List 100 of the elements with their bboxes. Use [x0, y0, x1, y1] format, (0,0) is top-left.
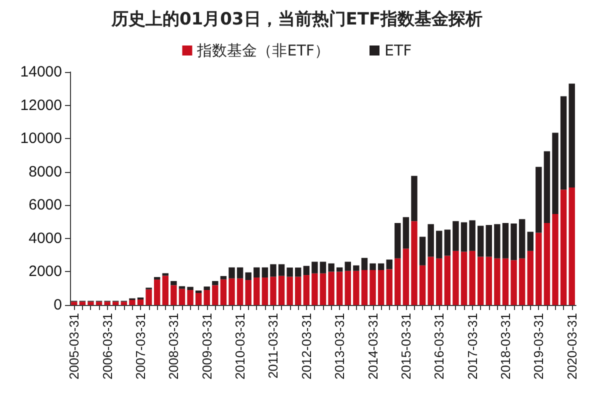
bar — [195, 293, 202, 305]
bar — [204, 290, 210, 305]
bar — [254, 267, 260, 278]
x-tick-label: 2015-03-31 — [398, 313, 414, 380]
y-tick-label: 2000 — [28, 263, 62, 280]
x-tick-label: 2009-03-31 — [199, 313, 214, 380]
bar — [286, 276, 293, 305]
y-tick-label: 12000 — [20, 96, 62, 114]
bar — [361, 258, 368, 270]
x-tick-label: 2019-03-31 — [531, 313, 546, 380]
bar — [502, 222, 509, 258]
bar — [295, 268, 302, 277]
bar — [494, 224, 500, 258]
bar — [486, 224, 492, 257]
bar — [187, 286, 194, 290]
bar — [320, 273, 326, 305]
bar — [270, 264, 276, 277]
bar — [162, 273, 169, 276]
bar — [112, 302, 119, 305]
bar — [220, 279, 227, 305]
x-tick-label: 2005-03-31 — [66, 313, 82, 380]
bar — [71, 302, 78, 305]
bar — [204, 286, 210, 290]
bar — [436, 258, 442, 305]
bar — [170, 281, 177, 286]
x-tick-label: 2018-03-31 — [498, 313, 513, 380]
bar — [386, 269, 392, 305]
x-tick-label: 2008-03-31 — [166, 313, 182, 380]
legend-label: ETF — [384, 42, 412, 60]
y-tick-label: 10000 — [20, 130, 62, 148]
bar — [146, 289, 152, 305]
bar — [402, 248, 410, 305]
bar — [428, 224, 434, 257]
bar — [536, 166, 542, 233]
y-tick-label: 0 — [54, 296, 62, 314]
x-tick-label: 2010-03-31 — [232, 313, 248, 380]
bar — [411, 176, 418, 222]
bar — [262, 278, 268, 305]
x-tick-label: 2014-03-31 — [365, 313, 380, 380]
x-tick-label: 2016-03-31 — [432, 313, 447, 380]
bar — [419, 265, 426, 305]
bar — [411, 221, 418, 305]
bar — [162, 276, 169, 305]
bar — [312, 262, 318, 274]
bar — [154, 280, 160, 305]
bar — [245, 280, 252, 305]
bar — [104, 302, 110, 305]
bar — [544, 151, 550, 223]
bar — [552, 214, 558, 305]
bar — [518, 219, 526, 258]
bar — [328, 272, 334, 305]
bar — [469, 220, 476, 251]
bar — [378, 270, 384, 305]
y-tick-label: 8000 — [28, 163, 62, 180]
bar — [79, 302, 86, 305]
bar — [278, 276, 285, 305]
bar — [295, 276, 302, 305]
bar — [527, 232, 534, 251]
bar — [502, 258, 509, 305]
chart-title: 历史上的01月03日，当前热门ETF指数基金探析 — [110, 10, 483, 30]
bar — [303, 275, 310, 305]
bar — [328, 263, 334, 272]
bar — [460, 252, 468, 305]
bar — [544, 222, 550, 305]
bar — [236, 267, 244, 278]
bar — [320, 262, 326, 274]
bar — [212, 285, 218, 305]
y-tick-label: 6000 — [28, 196, 62, 214]
bar — [536, 232, 542, 305]
bar — [220, 276, 227, 280]
bar — [262, 267, 268, 278]
bar — [170, 285, 177, 305]
bar — [154, 277, 160, 280]
x-tick-label: 2020-03-31 — [564, 313, 580, 380]
bar — [312, 273, 318, 305]
bar — [386, 260, 392, 270]
x-tick-label: 2007-03-31 — [133, 313, 148, 380]
y-tick-label: 4000 — [28, 230, 62, 247]
bar — [477, 226, 484, 257]
bar — [444, 230, 451, 256]
bar — [469, 250, 476, 305]
bar — [228, 278, 235, 305]
x-tick-label: 2017-03-31 — [464, 313, 480, 380]
x-tick-label: 2006-03-31 — [100, 313, 115, 380]
bar — [486, 256, 492, 305]
bar — [254, 278, 260, 305]
bar — [568, 84, 575, 188]
bar — [88, 302, 94, 305]
bar — [195, 290, 202, 294]
bar — [270, 276, 276, 305]
bar — [477, 256, 484, 305]
bar — [518, 258, 526, 305]
bar — [419, 236, 426, 266]
bar — [303, 266, 310, 276]
bar — [129, 300, 136, 305]
bar — [361, 270, 368, 305]
bar — [120, 302, 128, 305]
bar — [394, 258, 401, 305]
bar — [494, 258, 500, 305]
bar — [452, 250, 459, 305]
